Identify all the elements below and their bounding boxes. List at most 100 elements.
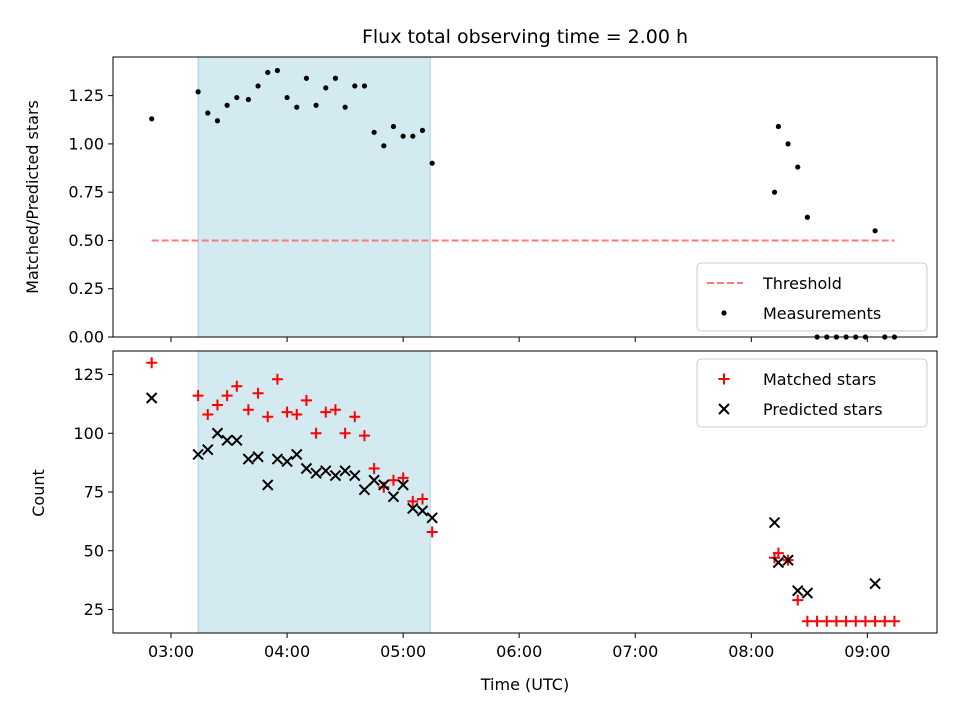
bottom-matched-stars-point [821,615,833,627]
top-measurements-point [274,67,281,74]
top-measurements-point [332,75,339,81]
top-measurements-point [303,75,310,81]
bottom-matched-stars-point [426,526,438,538]
bottom-x-tick-label: 08:00 [728,642,774,661]
bottom-matched-stars-point [772,547,784,559]
bottom-predicted-stars-point [300,462,313,475]
bottom-predicted-stars-point [801,587,814,599]
top-y-tick-label: 0.50 [68,231,104,250]
bottom-predicted-stars-point [358,483,371,496]
bottom-matched-stars-point [869,615,881,627]
top-legend-threshold-label: Threshold [762,274,842,293]
top-measurements-point [265,69,271,76]
bottom-matched-stars-point [792,594,804,606]
bottom-matched-stars-point [859,615,871,627]
bottom-predicted-stars-point [416,505,429,517]
bottom-matched-stars-point [358,430,370,442]
bottom-matched-stars-point [368,463,380,474]
top-measurements-point [872,228,878,234]
top-legend-measurements-handle [721,310,727,316]
bottom-predicted-stars-point [772,556,785,569]
bottom-legend: Matched stars Predicted stars [696,358,928,428]
bottom-legend-predicted-stars-label: Predicted stars [763,400,883,419]
bottom-matched-stars-point [850,615,862,627]
top-measurements-point [234,94,240,101]
top-measurements-point [323,85,329,91]
top-measurements-point [284,94,290,101]
top-y-tick-label: 1.00 [68,134,104,153]
bottom-matched-stars-point [211,399,223,411]
bottom-predicted-stars-point [320,465,332,477]
bottom-matched-stars-point [291,408,303,420]
bottom-predicted-stars-point [281,455,293,468]
top-y-tick-label: 0.25 [68,279,104,298]
bottom-predicted-stars-point [349,469,361,482]
bottom-matched-stars-point [801,615,813,627]
bottom-matched-stars-point [192,390,204,402]
bottom-matched-stars-point [146,357,158,369]
top-measurements-point [785,141,791,147]
bottom-matched-stars-point [252,387,264,399]
bottom-matched-stars-point [811,615,823,627]
top-measurements-point [795,164,801,170]
bottom-predicted-stars-point [291,448,303,461]
top-measurements-point [224,102,230,108]
top-measurements-point [410,133,416,139]
bottom-matched-stars-point [416,493,428,505]
bottom-legend-matched-stars-handle [718,373,730,385]
top-measurements-point [361,83,368,89]
bottom-shaded-interval [197,350,431,634]
bottom-matched-stars-point [221,390,233,402]
bottom-predicted-stars-point [242,453,255,465]
top-measurements-point [214,118,221,124]
bottom-y-tick-label: 125 [73,365,104,384]
top-measurements-point [149,116,155,122]
bottom-matched-stars-point [339,427,351,439]
top-measurements-point [419,127,426,133]
top-measurements-point [775,123,781,130]
top-measurements-point [381,143,387,149]
top-legend-measurements-label: Measurements [763,304,881,323]
bottom-matched-stars-point [879,615,891,627]
bottom-matched-stars-point [888,615,900,627]
bottom-predicted-stars-point [782,554,794,566]
top-shaded-interval [197,56,431,338]
top-y-axis-label: Matched/Predicted stars [23,100,42,294]
bottom-axes-frame [112,350,938,634]
bottom-predicted-stars-point [768,516,781,529]
bottom-predicted-stars-point [329,469,342,482]
bottom-matched-stars-point [397,472,409,484]
bottom-x-tick-label: 04:00 [264,642,310,661]
top-measurements-point [313,102,319,108]
bottom-predicted-stars-point [426,512,438,524]
top-legend: Threshold Measurements [696,262,928,332]
bottom-matched-stars-point [300,394,312,406]
top-measurements-point [245,96,251,103]
bottom-x-axis-label: Time (UTC) [480,675,569,694]
bottom-predicted-stars-point [378,479,390,491]
bottom-predicted-stars-point [407,502,419,515]
bottom-predicted-stars-point [869,577,881,590]
bottom-y-axis-label: Count [29,469,48,517]
bottom-legend-matched-stars-label: Matched stars [763,370,876,389]
top-y-tick-label: 0.75 [68,183,104,202]
top-y-tick-label: 1.25 [68,86,104,105]
bottom-predicted-stars-point [368,474,380,486]
bottom-y-tick-label: 75 [84,483,104,502]
bottom-matched-stars-point [387,474,399,486]
bottom-matched-stars-point [320,406,332,418]
bottom-x-tick-label: 06:00 [496,642,542,661]
top-axes-frame [112,56,938,338]
bottom-predicted-stars-point [387,490,400,503]
bottom-x-tick-label: 03:00 [148,642,194,661]
bottom-y-tick-label: 25 [84,600,104,619]
top-measurements-point [294,104,300,110]
bottom-predicted-stars-point [252,451,264,463]
bottom-predicted-stars-point [221,434,233,447]
bottom-predicted-stars-point [310,467,322,479]
bottom-predicted-stars-point [262,479,274,491]
bottom-predicted-stars-point [271,453,284,465]
bottom-matched-stars-point [830,615,842,627]
bottom-matched-stars-point [349,411,361,423]
